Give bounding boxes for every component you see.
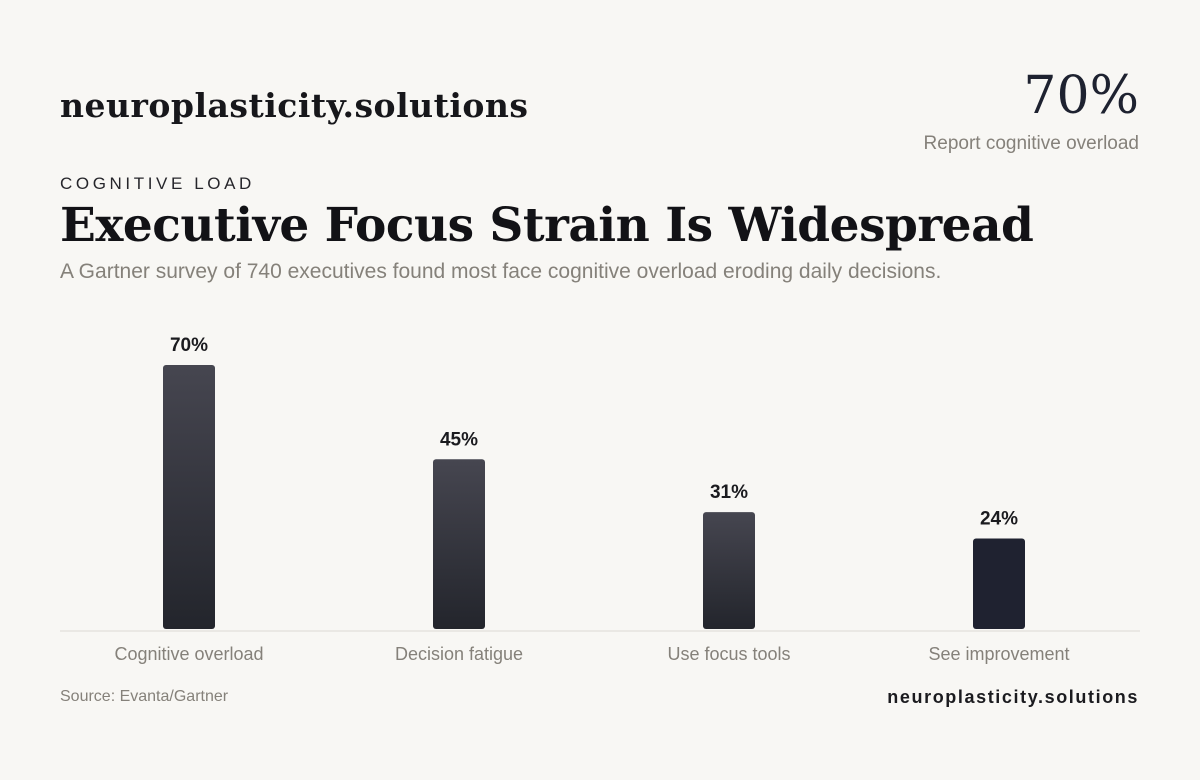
footer-brand: neuroplasticity.solutions [887, 687, 1139, 707]
bar-cognitive-overload [163, 365, 215, 629]
chart-title: Executive Focus Strain Is Widespread [60, 198, 1034, 253]
bar-value-label: 70% [170, 335, 208, 356]
kpi-value: 70% [1023, 66, 1139, 126]
bar-chart: 70% Cognitive overload 45% Decision fatigue… [60, 335, 1140, 664]
bar-value-label: 24% [980, 508, 1018, 529]
kpi-label: Report cognitive overload [923, 133, 1139, 154]
eyebrow-label: COGNITIVE LOAD [60, 174, 255, 193]
source-note: Source: Evanta/Gartner [60, 688, 229, 705]
brand-logo-text: neuroplasticity.solutions [60, 86, 529, 125]
bar-decision-fatigue [433, 459, 485, 629]
category-label: See improvement [928, 644, 1069, 664]
category-label: Use focus tools [667, 644, 790, 664]
category-label: Cognitive overload [114, 644, 263, 664]
bar-use-focus-tools [703, 512, 755, 629]
bar-value-label: 45% [440, 429, 478, 450]
bar-see-improvement [973, 538, 1025, 629]
category-label: Decision fatigue [395, 644, 523, 664]
chart-subtitle: A Gartner survey of 740 executives found… [60, 260, 942, 283]
bar-value-label: 31% [710, 482, 748, 503]
